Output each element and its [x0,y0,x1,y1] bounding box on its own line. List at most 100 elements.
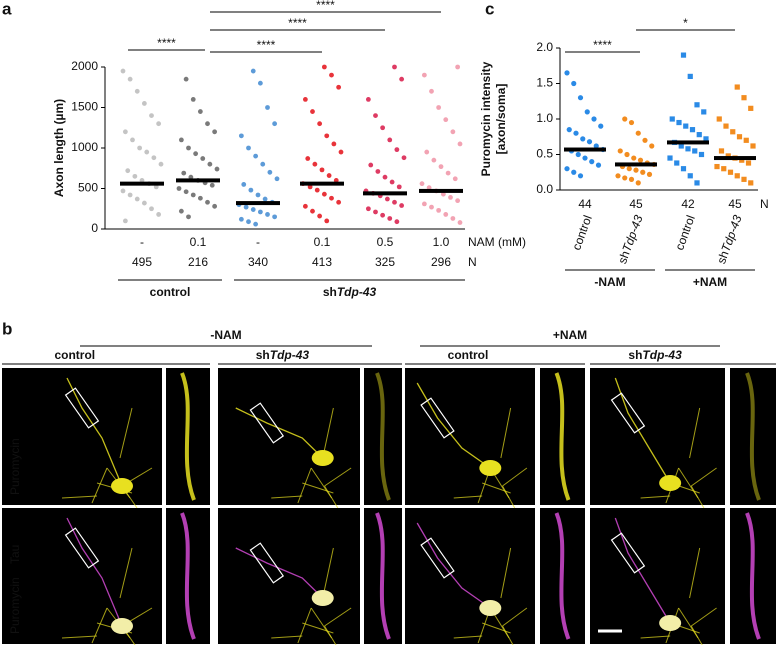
data-point [429,204,434,210]
data-point [734,173,740,179]
data-point [694,102,700,108]
data-point [448,195,453,200]
neurite [235,547,324,599]
group-label-italic: Tdp-43 [337,285,377,299]
data-point [212,203,218,209]
data-point [387,216,393,221]
data-point [317,121,323,127]
data-point [669,116,675,122]
data-point [421,201,427,207]
panel-label: a [2,0,12,18]
neurite [500,407,512,459]
data-point [694,180,700,186]
data-point [741,176,747,182]
median-bar [615,162,657,167]
data-point [158,161,164,167]
data-point [246,145,251,151]
data-point [674,160,680,166]
roi-box [249,542,285,584]
y-axis-label: [axon/soma] [494,84,508,155]
data-point [566,127,572,133]
image-panel [405,508,535,644]
significance-label: **** [316,0,335,12]
n-value: 325 [375,255,395,269]
data-point [336,199,342,205]
data-point [687,173,693,179]
neurite [271,495,303,499]
data-point [190,97,196,102]
y-axis-label: Axon length (µm) [52,99,66,197]
data-point [392,64,397,70]
data-point [635,180,641,186]
x-tick-label: shTdp-43 [714,213,745,266]
neurite [453,635,483,639]
y-tick-label: 500 [78,181,98,195]
data-point [321,64,327,70]
neurite [502,467,528,487]
data-point [321,191,327,197]
data-point [317,213,323,219]
neurite [297,607,312,644]
neurite [271,635,303,639]
data-point [257,209,263,215]
neurite [640,635,671,639]
neurite [502,607,528,627]
neurite [61,495,98,499]
neurite [678,467,699,499]
inset-neurite [745,372,761,501]
data-point [153,184,159,190]
panel-label: c [485,0,494,18]
neurite [235,407,324,459]
data-point [319,167,325,173]
median-bar [363,191,407,196]
group-label-prefix: sh [256,348,270,362]
significance-label: **** [157,36,176,50]
data-point [394,147,400,153]
data-point [580,136,586,142]
median-bar [300,181,344,186]
data-point [676,119,682,126]
inset-neurite [554,372,571,501]
data-point [238,216,244,222]
data-point [440,191,446,197]
data-point [365,97,371,102]
data-point [262,196,268,202]
data-point [314,187,320,193]
data-point [703,136,709,142]
neurite [324,467,352,487]
n-label: N [468,255,477,269]
group-label: control [448,348,489,362]
data-point [329,195,334,201]
inset-neurite [554,512,571,640]
y-tick-label: 1500 [71,100,98,114]
group-label: control [150,285,191,299]
image-panel [2,508,162,644]
data-point [260,161,266,167]
data-point [680,166,687,172]
group-label: shTdp-43 [628,348,682,362]
inset-panel [730,368,776,505]
soma [659,615,682,631]
data-point [149,113,154,118]
significance-label: **** [288,16,307,30]
channel-label: Puromycin [8,577,22,634]
data-point [436,105,442,110]
data-point [122,129,128,135]
neurite [61,635,98,639]
significance-label: **** [257,38,276,52]
data-point [183,189,189,195]
data-point [445,170,451,176]
neurite [302,482,334,494]
data-point [626,166,632,172]
data-point [253,153,259,159]
data-point [692,148,698,154]
data-point [141,200,147,206]
data-point [368,162,374,168]
neurite [689,407,701,459]
soma [659,475,682,491]
data-point [156,121,162,127]
data-point [265,212,270,217]
neurite [297,467,312,504]
